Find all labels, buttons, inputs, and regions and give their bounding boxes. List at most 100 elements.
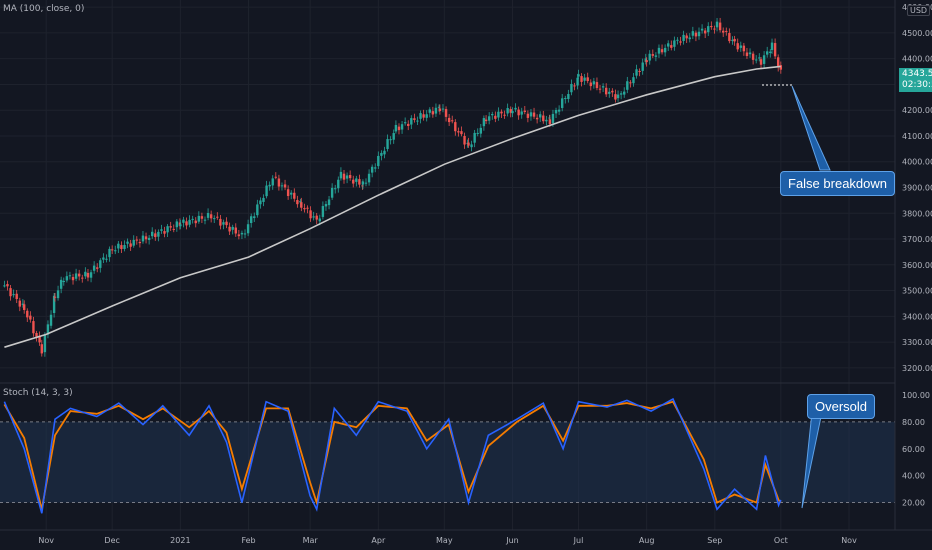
candle-body [191, 218, 194, 220]
candle-body [434, 107, 438, 114]
candle-body [673, 40, 676, 47]
candle-body [213, 218, 216, 220]
candle-body [759, 59, 763, 65]
candle-body [548, 119, 552, 125]
candle-body [225, 221, 228, 226]
candle-body [259, 200, 262, 205]
candle-body [151, 231, 154, 237]
candle-body [339, 171, 343, 179]
candle-body [657, 47, 661, 54]
candle-body [601, 86, 605, 88]
candle-body [476, 132, 479, 134]
candle-body [154, 233, 157, 238]
time-tick-label: Mar [303, 536, 319, 545]
candle-body [182, 219, 185, 223]
candle-body [644, 58, 647, 62]
candle-body [324, 204, 328, 207]
candle-body [228, 226, 231, 232]
candle-body [463, 135, 466, 145]
candle-body [321, 206, 325, 217]
candle-body [249, 216, 253, 224]
candle-body [160, 229, 163, 231]
candle-body [102, 257, 105, 260]
candle-body [163, 231, 166, 234]
candle-body [623, 91, 626, 95]
price-axis-labels[interactable]: 3200.00 3300.00 3400.00 3500.00 3600.00 3700.… [902, 3, 932, 373]
candle-body [526, 113, 530, 118]
currency-badge[interactable]: USD [907, 5, 931, 16]
candle-body [123, 245, 126, 249]
candle-body [577, 74, 580, 77]
candle-body [256, 204, 259, 216]
candle-body [538, 114, 542, 118]
candle-body [523, 110, 527, 112]
stoch-indicator-label[interactable]: Stoch (14, 3, 3) [3, 388, 73, 398]
candle-body [126, 241, 129, 244]
candle-body [303, 208, 306, 210]
candle-body [773, 43, 777, 57]
candle-body [367, 173, 371, 183]
price-series [3, 17, 783, 357]
candle-body [394, 124, 398, 132]
candle-body [437, 106, 441, 108]
stoch-range-band [0, 421, 895, 503]
candle-body [274, 176, 278, 178]
candle-body [407, 123, 410, 126]
candle-body [194, 220, 197, 224]
candle-body [551, 113, 555, 124]
candle-body [425, 114, 428, 118]
candle-body [703, 30, 707, 34]
candle-body [604, 87, 608, 95]
price-tick-label: 4100.00 [902, 132, 932, 141]
candle-body [200, 216, 204, 219]
candle-body [141, 235, 145, 242]
candle-body [770, 42, 774, 51]
ma-indicator-label[interactable]: MA (100, close, 0) [3, 4, 85, 14]
candle-body [638, 70, 641, 72]
candle-body [419, 113, 422, 119]
candle-body [52, 295, 56, 313]
breakdown-pointer [791, 85, 831, 171]
candle-body [92, 265, 96, 271]
price-tick-label: 3900.00 [902, 184, 932, 193]
stoch-tick-label: 100.00 [902, 391, 930, 400]
candle-body [377, 155, 380, 167]
candle-body [494, 115, 497, 119]
candle-body [500, 111, 503, 114]
candle-body [268, 184, 271, 187]
candle-body [679, 41, 682, 43]
candle-body [15, 293, 18, 300]
candle-body [65, 276, 69, 281]
candle-body [59, 279, 63, 289]
bar-countdown: 02:30:55 [902, 80, 932, 90]
candle-body [441, 108, 445, 110]
candle-body [246, 224, 250, 234]
time-tick-label: Jul [573, 536, 584, 545]
candle-body [598, 88, 602, 90]
candle-body [280, 185, 284, 187]
candle-body [330, 187, 334, 198]
candle-body [358, 179, 361, 185]
stoch-axis-labels[interactable]: 20.00 40.00 60.00 80.00 100.00 [902, 391, 930, 508]
candle-body [178, 222, 182, 226]
candle-body [81, 277, 84, 279]
candle-body [635, 69, 638, 76]
candle-body [451, 120, 454, 122]
candle-body [682, 34, 685, 41]
candle-body [503, 114, 506, 116]
candle-body [179, 224, 182, 227]
price-tick-label: 3300.00 [902, 338, 932, 347]
last-price-value: 4343.50 [902, 69, 932, 79]
candle-body [718, 22, 722, 31]
time-axis-labels[interactable]: Nov Dec 2021 Feb Mar Apr May Jun Jul Aug Sep Oct Nov [38, 536, 857, 545]
candle-body [710, 25, 713, 28]
candle-body [691, 31, 695, 36]
oversold-callout: Oversold [807, 394, 876, 419]
candle-body [491, 114, 494, 116]
candle-body [410, 118, 413, 125]
candle-body [364, 182, 368, 184]
candle-body [144, 236, 148, 240]
candle-body [447, 117, 451, 123]
candle-body [487, 116, 491, 121]
